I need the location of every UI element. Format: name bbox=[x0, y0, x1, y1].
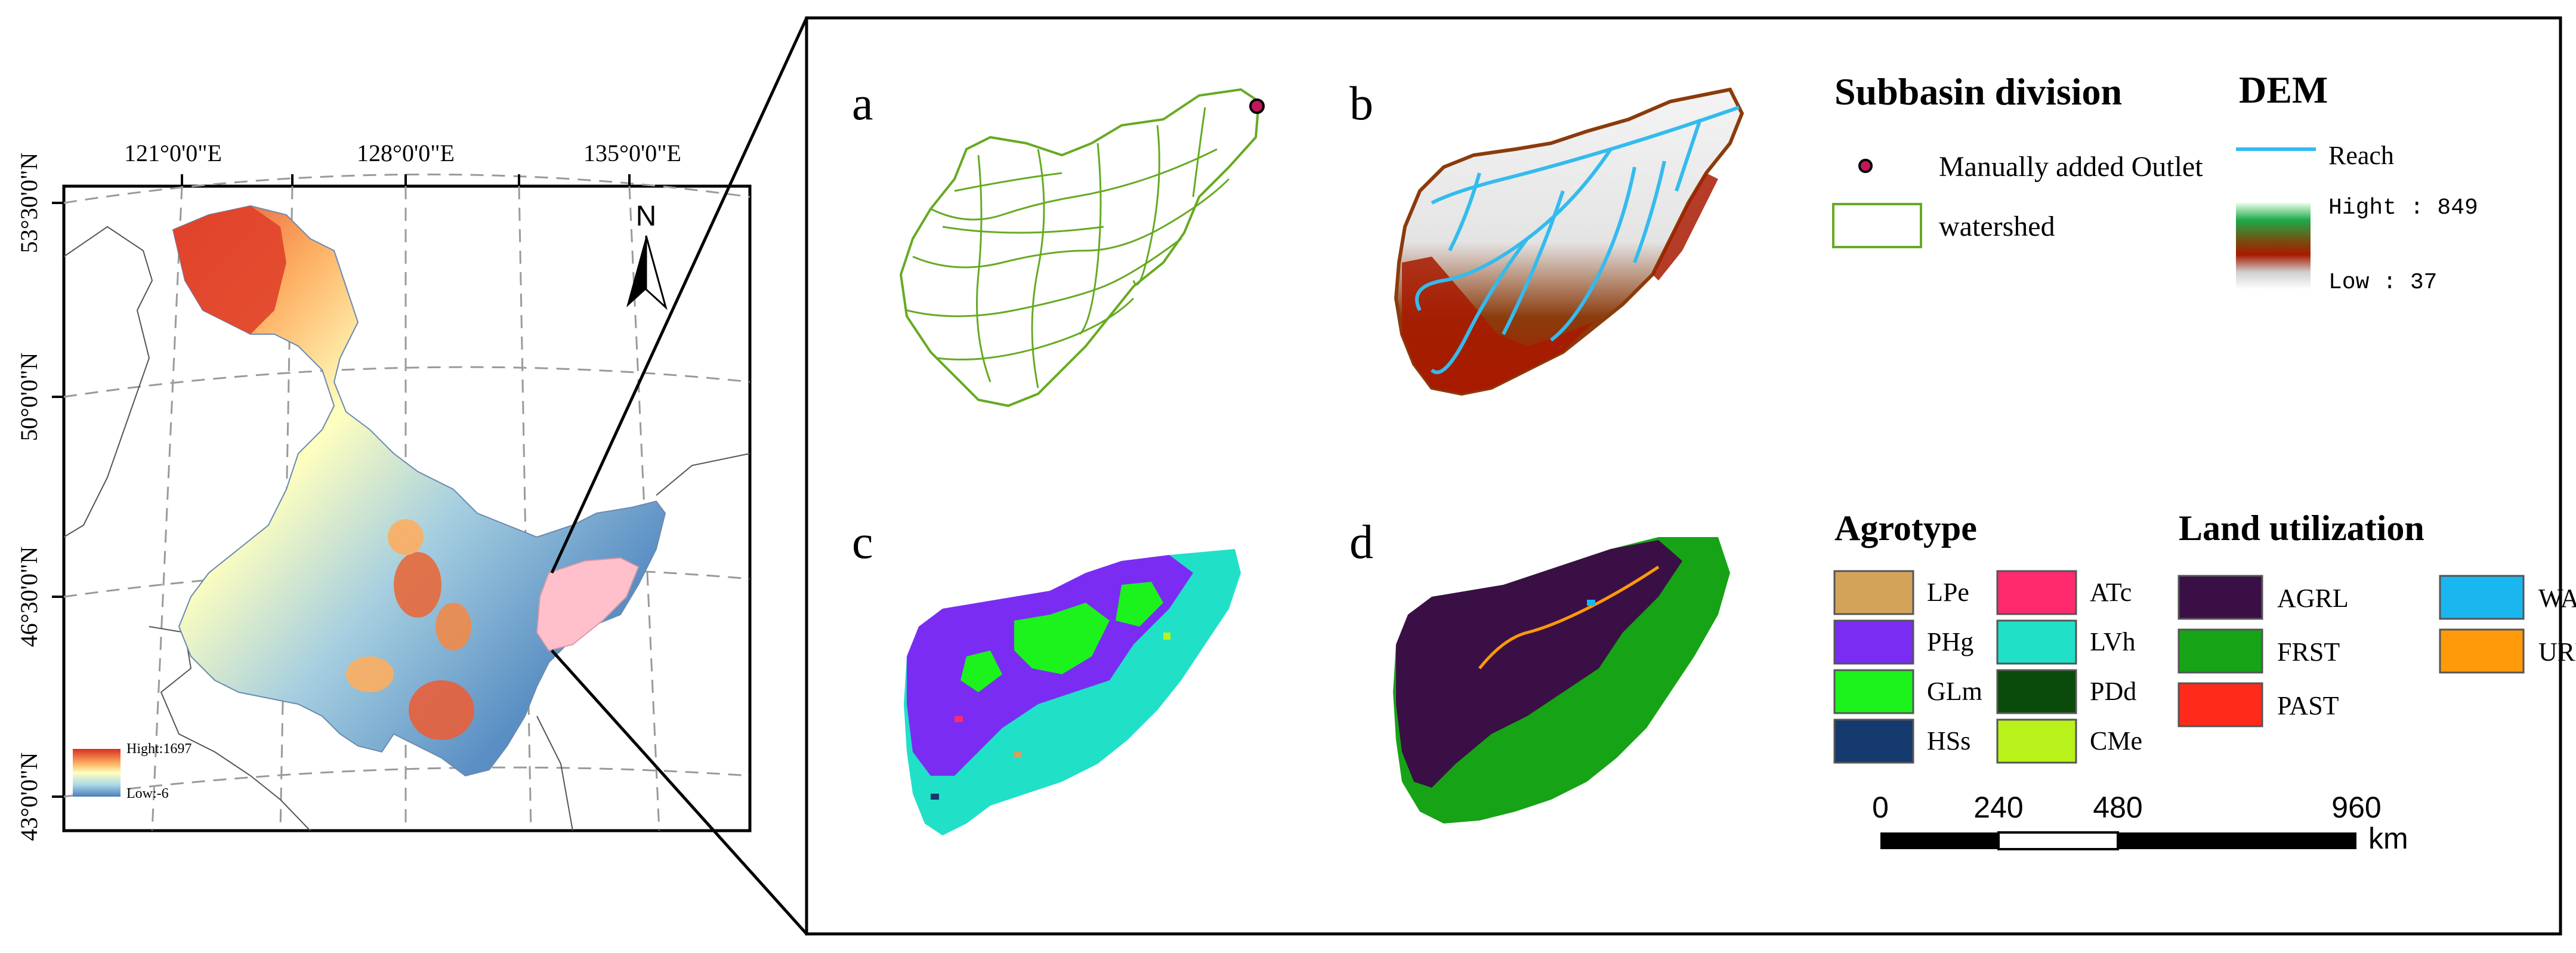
agrotype-swatch bbox=[1996, 570, 2077, 615]
panel-a: a bbox=[852, 78, 1265, 408]
elevation-low-label: Low:-6 bbox=[126, 786, 169, 801]
zoom-connectors bbox=[550, 17, 808, 935]
agrotype-swatch bbox=[1996, 669, 2077, 714]
agrotype-legend-label: HSs bbox=[1927, 726, 1970, 755]
agrotype-legend-label: LPe bbox=[1927, 578, 1969, 607]
subbasin-legend: Subbasin division Manually added Outlet … bbox=[1832, 70, 2203, 248]
dem-color-ramp bbox=[2236, 203, 2311, 289]
land-use-urbn bbox=[1478, 565, 1660, 670]
reach-legend-label: Reach bbox=[2328, 141, 2394, 170]
scale-unit: km bbox=[2368, 822, 2408, 855]
scale-tick-label: 0 bbox=[1872, 791, 1889, 824]
panel-label: d bbox=[1349, 516, 1373, 569]
agrotype-legend-label: GLm bbox=[1927, 677, 1982, 706]
north-arrow-icon: N bbox=[626, 201, 668, 310]
land-use-watr bbox=[1587, 600, 1595, 606]
agrotype-legend-label: PDd bbox=[2090, 677, 2136, 706]
lon-label: 128°0'0"E bbox=[357, 140, 455, 166]
land-use-legend-label: AGRL bbox=[2277, 584, 2349, 613]
scale-tick-label: 240 bbox=[1973, 791, 2023, 824]
lat-label: 43°0'0"N bbox=[16, 752, 42, 841]
dem-high-label: Hight : 849 bbox=[2328, 195, 2478, 221]
north-arrow-label: N bbox=[636, 201, 657, 232]
panel-label: b bbox=[1349, 78, 1373, 130]
land-use-swatch bbox=[2177, 575, 2263, 620]
land-use-swatch bbox=[2177, 628, 2263, 674]
agrotype-legend-label: CMe bbox=[2090, 726, 2142, 755]
land-use-legend-label: URBN bbox=[2538, 637, 2576, 667]
high-elevation-areas bbox=[173, 206, 474, 740]
land-use-swatch bbox=[2439, 628, 2525, 674]
subbasin-lines bbox=[906, 107, 1230, 388]
land-use-agrl bbox=[1396, 540, 1682, 788]
panel-b: b bbox=[1349, 78, 1744, 396]
agrotype-legend-label: LVh bbox=[2090, 627, 2136, 656]
lat-label: 50°0'0"N bbox=[16, 353, 42, 441]
agrotype-legend-label: ATc bbox=[2090, 578, 2132, 607]
reach-network bbox=[1415, 106, 1740, 374]
panel-label: c bbox=[852, 516, 873, 569]
manually-added-outlet-icon bbox=[1249, 98, 1265, 114]
agrotype-swatch bbox=[1833, 718, 1914, 764]
elevation-color-ramp bbox=[73, 749, 121, 797]
watershed-outline bbox=[899, 88, 1261, 408]
agrotype-swatch bbox=[1996, 718, 2077, 764]
scale-tick-label: 960 bbox=[2331, 791, 2381, 824]
outlet-legend-label: Manually added Outlet bbox=[1939, 151, 2203, 183]
scale-bar: 0 240 480 960 km bbox=[1872, 791, 2408, 855]
lon-label: 135°0'0"E bbox=[583, 140, 681, 166]
scale-segment bbox=[2118, 832, 2356, 849]
land-use-legend-label: PAST bbox=[2277, 691, 2339, 720]
elevation-legend: Hight:1697 Low:-6 bbox=[73, 741, 191, 801]
overview-map: 121°0'0"E 128°0'0"E 135°0'0"E 53°30'0"N … bbox=[16, 140, 752, 841]
lon-ticks bbox=[52, 174, 631, 798]
land-legend-title: Land utilization bbox=[2179, 508, 2424, 548]
agrotype-glm bbox=[960, 582, 1163, 692]
agrotype-legend-label: PHg bbox=[1927, 627, 1973, 656]
scale-tick-label: 480 bbox=[2093, 791, 2142, 824]
agrotype-swatch bbox=[1833, 669, 1914, 714]
agrotype-swatch bbox=[1833, 619, 1914, 665]
panel-c: c bbox=[852, 516, 1241, 835]
agrotype-legend-title: Agrotype bbox=[1834, 508, 1977, 548]
land-use-legend-label: WATR bbox=[2538, 584, 2576, 613]
study-watershed bbox=[536, 557, 640, 652]
lat-label: 53°30'0"N bbox=[16, 153, 42, 253]
agrotype-legend: Agrotype LPe ATc PHg LVh GLm PDd HSs CMe bbox=[1833, 508, 2142, 764]
agrotype-minor bbox=[931, 633, 1170, 800]
land-use-swatch bbox=[2177, 682, 2263, 727]
panel-label: a bbox=[852, 78, 873, 130]
lat-label: 46°30'0"N bbox=[16, 547, 42, 647]
outlet-point-icon bbox=[1858, 159, 1873, 173]
watershed-swatch bbox=[1832, 203, 1922, 248]
agrotype-swatch bbox=[1833, 570, 1914, 615]
dem-legend: DEM Reach Hight : 849 Low : 37 bbox=[2236, 69, 2478, 295]
subbasin-legend-title: Subbasin division bbox=[1834, 70, 2122, 113]
scale-segment bbox=[1997, 831, 2119, 850]
agrotype-swatch bbox=[1996, 619, 2077, 665]
land-use-legend-label: FRST bbox=[2277, 637, 2340, 667]
dem-edge-highlands bbox=[1402, 173, 1718, 394]
dem-low-label: Low : 37 bbox=[2328, 270, 2437, 295]
panel-d: d bbox=[1349, 516, 1730, 824]
scale-segment bbox=[1880, 832, 1999, 849]
land-utilization-legend: Land utilization AGRL WATR FRST URBN PAST bbox=[2177, 508, 2576, 727]
dem-legend-title: DEM bbox=[2239, 69, 2328, 111]
watershed-legend-label: watershed bbox=[1939, 211, 2055, 242]
lon-label: 121°0'0"E bbox=[124, 140, 222, 166]
elevation-high-label: Hight:1697 bbox=[126, 741, 191, 757]
land-use-swatch bbox=[2439, 575, 2525, 620]
